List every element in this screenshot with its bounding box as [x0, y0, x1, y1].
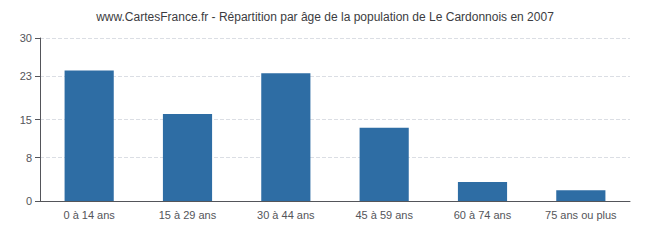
- svg-text:0 à 14 ans: 0 à 14 ans: [63, 209, 115, 221]
- svg-text:45 à 59 ans: 45 à 59 ans: [355, 209, 413, 221]
- svg-text:23: 23: [20, 70, 32, 82]
- svg-text:30: 30: [20, 32, 32, 44]
- svg-text:15: 15: [20, 114, 32, 126]
- svg-text:0: 0: [26, 195, 32, 207]
- svg-text:60 à 74 ans: 60 à 74 ans: [454, 209, 512, 221]
- svg-text:75 ans ou plus: 75 ans ou plus: [545, 209, 617, 221]
- svg-text:30 à 44 ans: 30 à 44 ans: [257, 209, 315, 221]
- svg-text:8: 8: [26, 152, 32, 164]
- svg-text:15 à 29 ans: 15 à 29 ans: [159, 209, 217, 221]
- svg-text:www.CartesFrance.fr - Répartit: www.CartesFrance.fr - Répartition par âg…: [95, 10, 554, 24]
